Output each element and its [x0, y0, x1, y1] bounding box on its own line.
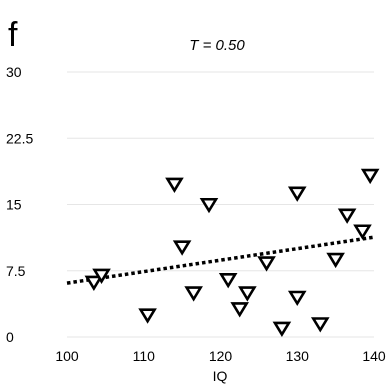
data-point-0-10	[257, 256, 276, 272]
data-point-0-5	[184, 286, 203, 302]
data-point-0-15	[326, 252, 345, 269]
x-tick-label-2: 120	[209, 348, 233, 364]
y-tick-label-2: 15	[6, 197, 22, 213]
x-axis-label: IQ	[213, 368, 228, 384]
data-point-0-12	[287, 290, 307, 307]
y-tick-label-3: 22.5	[6, 130, 33, 146]
data-point-0-4	[172, 240, 192, 256]
data-point-0-8	[230, 302, 249, 318]
data-point-0-3	[165, 177, 184, 193]
chart-title: T = 0.50	[189, 37, 245, 54]
data-point-0-14	[310, 317, 330, 333]
x-tick-label-0: 100	[55, 348, 79, 364]
data-point-0-9	[238, 286, 257, 302]
data-point-0-11	[272, 321, 292, 337]
data-point-0-0	[84, 275, 104, 292]
data-point-0-2	[138, 308, 157, 324]
trendline	[66, 235, 375, 285]
data-point-0-6	[199, 197, 219, 214]
data-point-0-17	[353, 224, 372, 240]
data-point-0-1	[92, 268, 111, 284]
x-tick-label-3: 130	[286, 348, 310, 364]
grid-lines	[67, 71, 374, 338]
data-point-0-7	[218, 273, 238, 289]
data-point-0-13	[287, 186, 307, 202]
data-points	[84, 168, 380, 337]
data-point-0-18	[360, 168, 380, 185]
y-tick-label-0: 0	[6, 329, 14, 345]
y-tick-label-4: 30	[6, 64, 22, 80]
x-tick-label-4: 140	[362, 348, 386, 364]
trendline-layer	[66, 235, 375, 285]
data-point-0-16	[337, 208, 357, 224]
y-tick-label-1: 7.5	[6, 263, 26, 279]
x-tick-label-1: 110	[133, 348, 156, 364]
x-tick-labels: 100 110 120 130 140	[55, 348, 386, 364]
y-tick-labels: 0 7.5 15 22.5 30	[6, 64, 33, 345]
panel-letter: f	[8, 16, 18, 54]
